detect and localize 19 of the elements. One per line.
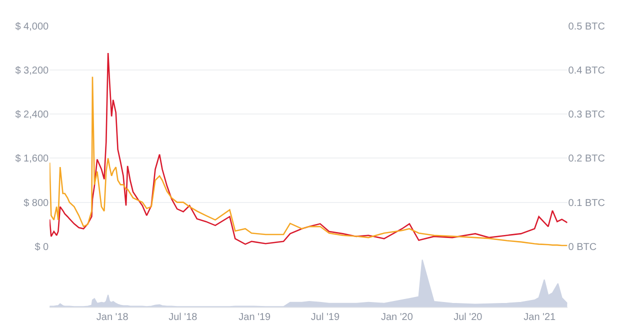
x-tick-label: Jul '18 — [168, 312, 198, 324]
y2-tick-label: 0.4 BTC — [568, 66, 605, 77]
x-tick-label: Jan '18 — [96, 312, 129, 324]
y-tick-label: $ 800 — [24, 198, 50, 209]
y2-tick-label: 0.3 BTC — [568, 110, 605, 121]
y2-tick-label: 0.1 BTC — [568, 198, 605, 209]
y2-tick-label: 0.5 BTC — [568, 22, 605, 33]
x-tick-label: Jul '19 — [310, 312, 340, 324]
y-tick-label: $ 2,400 — [15, 110, 50, 121]
y2-tick-label: 0 BTC — [568, 242, 597, 253]
y-tick-label: $ 3,200 — [15, 66, 50, 77]
y-tick-label: $ 1,600 — [15, 154, 50, 165]
x-tick-label: Jan '19 — [238, 312, 272, 324]
x-tick-label: Jul '20 — [454, 312, 483, 324]
y-tick-label: $ 0 — [34, 242, 50, 253]
x-tick-label: Jan '21 — [524, 312, 556, 324]
y2-tick-label: 0.2 BTC — [568, 154, 605, 165]
x-tick-label: Jan '20 — [380, 312, 414, 324]
y-tick-label: $ 4,000 — [15, 22, 50, 33]
